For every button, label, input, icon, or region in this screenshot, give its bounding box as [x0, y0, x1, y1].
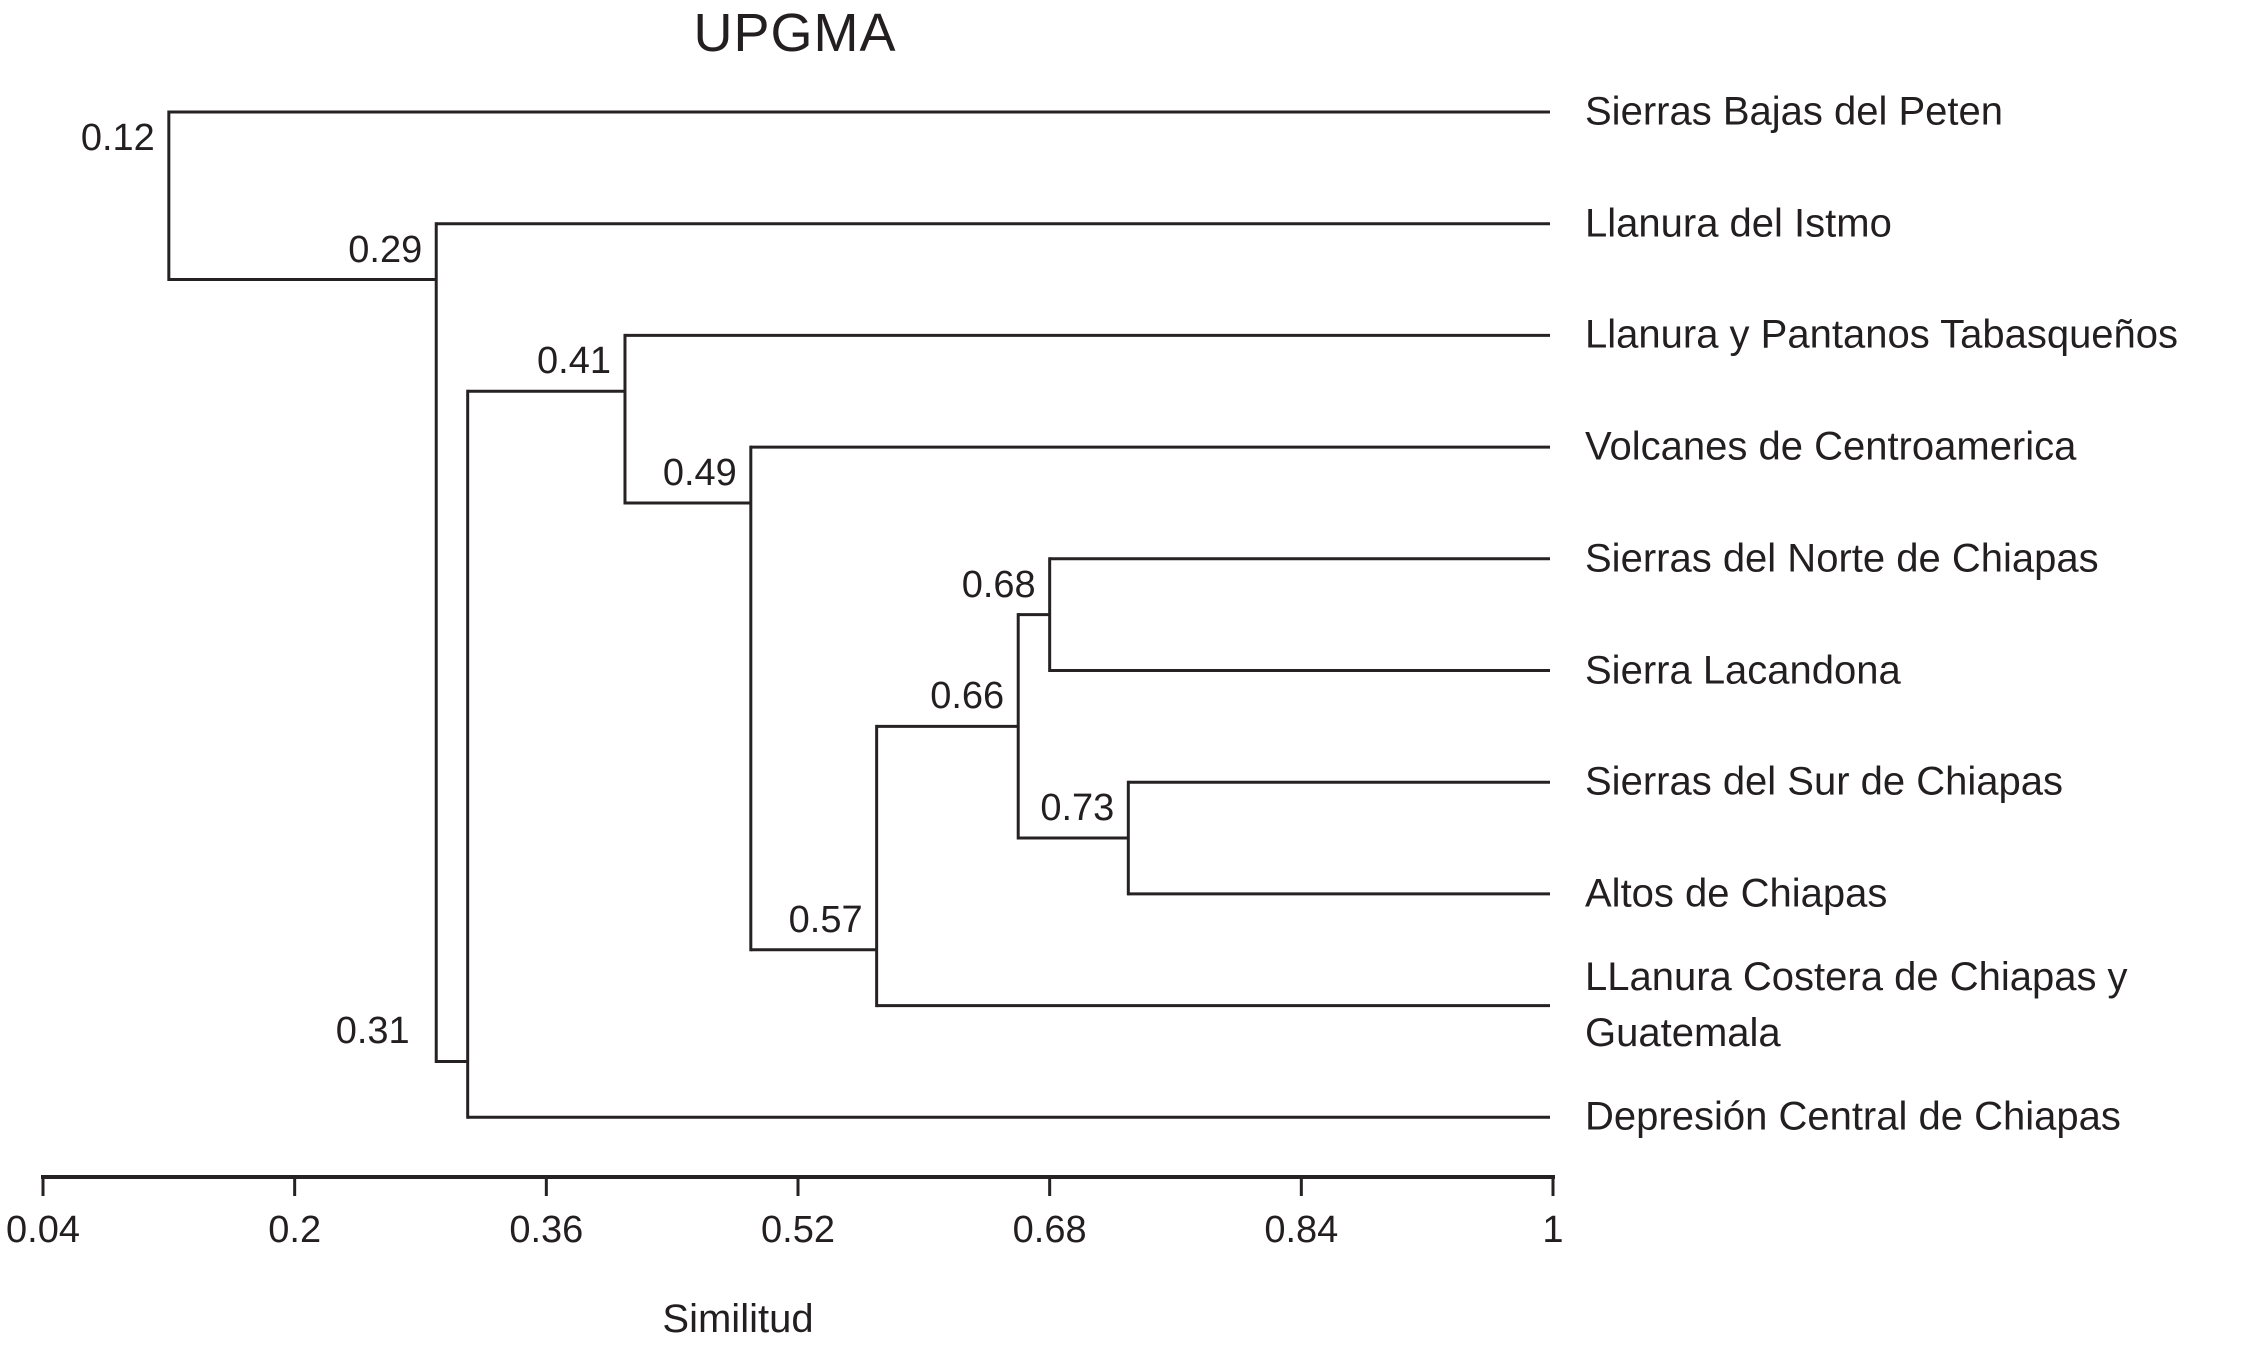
x-axis-tick-label: 1 — [1542, 1209, 1563, 1251]
leaf-label: Sierras del Norte de Chiapas — [1585, 536, 2099, 581]
node-similarity-value: 0.29 — [348, 228, 423, 271]
node-similarity-value: 0.49 — [662, 451, 737, 494]
x-axis-tick-label: 0.36 — [509, 1209, 583, 1251]
x-axis-tick-label: 0.68 — [1013, 1209, 1087, 1251]
leaf-label: Llanura y Pantanos Tabasqueños — [1585, 312, 2179, 357]
x-axis-tick-label: 0.04 — [6, 1209, 80, 1251]
node-similarity-value: 0.68 — [961, 563, 1036, 606]
node-similarity-value: 0.57 — [788, 898, 863, 941]
chart-title: UPGMA — [693, 3, 897, 63]
x-axis-tick-label: 0.84 — [1264, 1209, 1338, 1251]
node-similarity-value: 0.66 — [930, 675, 1005, 718]
leaf-label: Depresión Central de Chiapas — [1585, 1094, 2121, 1139]
leaf-label: Sierras del Sur de Chiapas — [1585, 759, 2064, 804]
leaf-label: LLanura Costera de Chiapas y Guatemala — [1585, 954, 2128, 1056]
leaf-label: Volcanes de Centroamerica — [1585, 424, 2077, 469]
leaf-label: Sierras Bajas del Peten — [1585, 89, 2004, 134]
x-axis-label: Similitud — [662, 1297, 814, 1341]
node-similarity-value: 0.31 — [335, 1010, 410, 1053]
node-similarity-value: 0.73 — [1040, 787, 1115, 830]
node-similarity-value: 0.41 — [537, 340, 611, 383]
x-axis-tick-label: 0.52 — [761, 1209, 835, 1251]
leaf-label: Sierra Lacandona — [1585, 648, 1901, 693]
leaf-label: Llanura del Istmo — [1585, 201, 1892, 246]
leaf-label: Altos de Chiapas — [1585, 871, 1888, 916]
node-similarity-value: 0.12 — [80, 116, 155, 159]
x-axis-tick-label: 0.2 — [268, 1209, 321, 1251]
